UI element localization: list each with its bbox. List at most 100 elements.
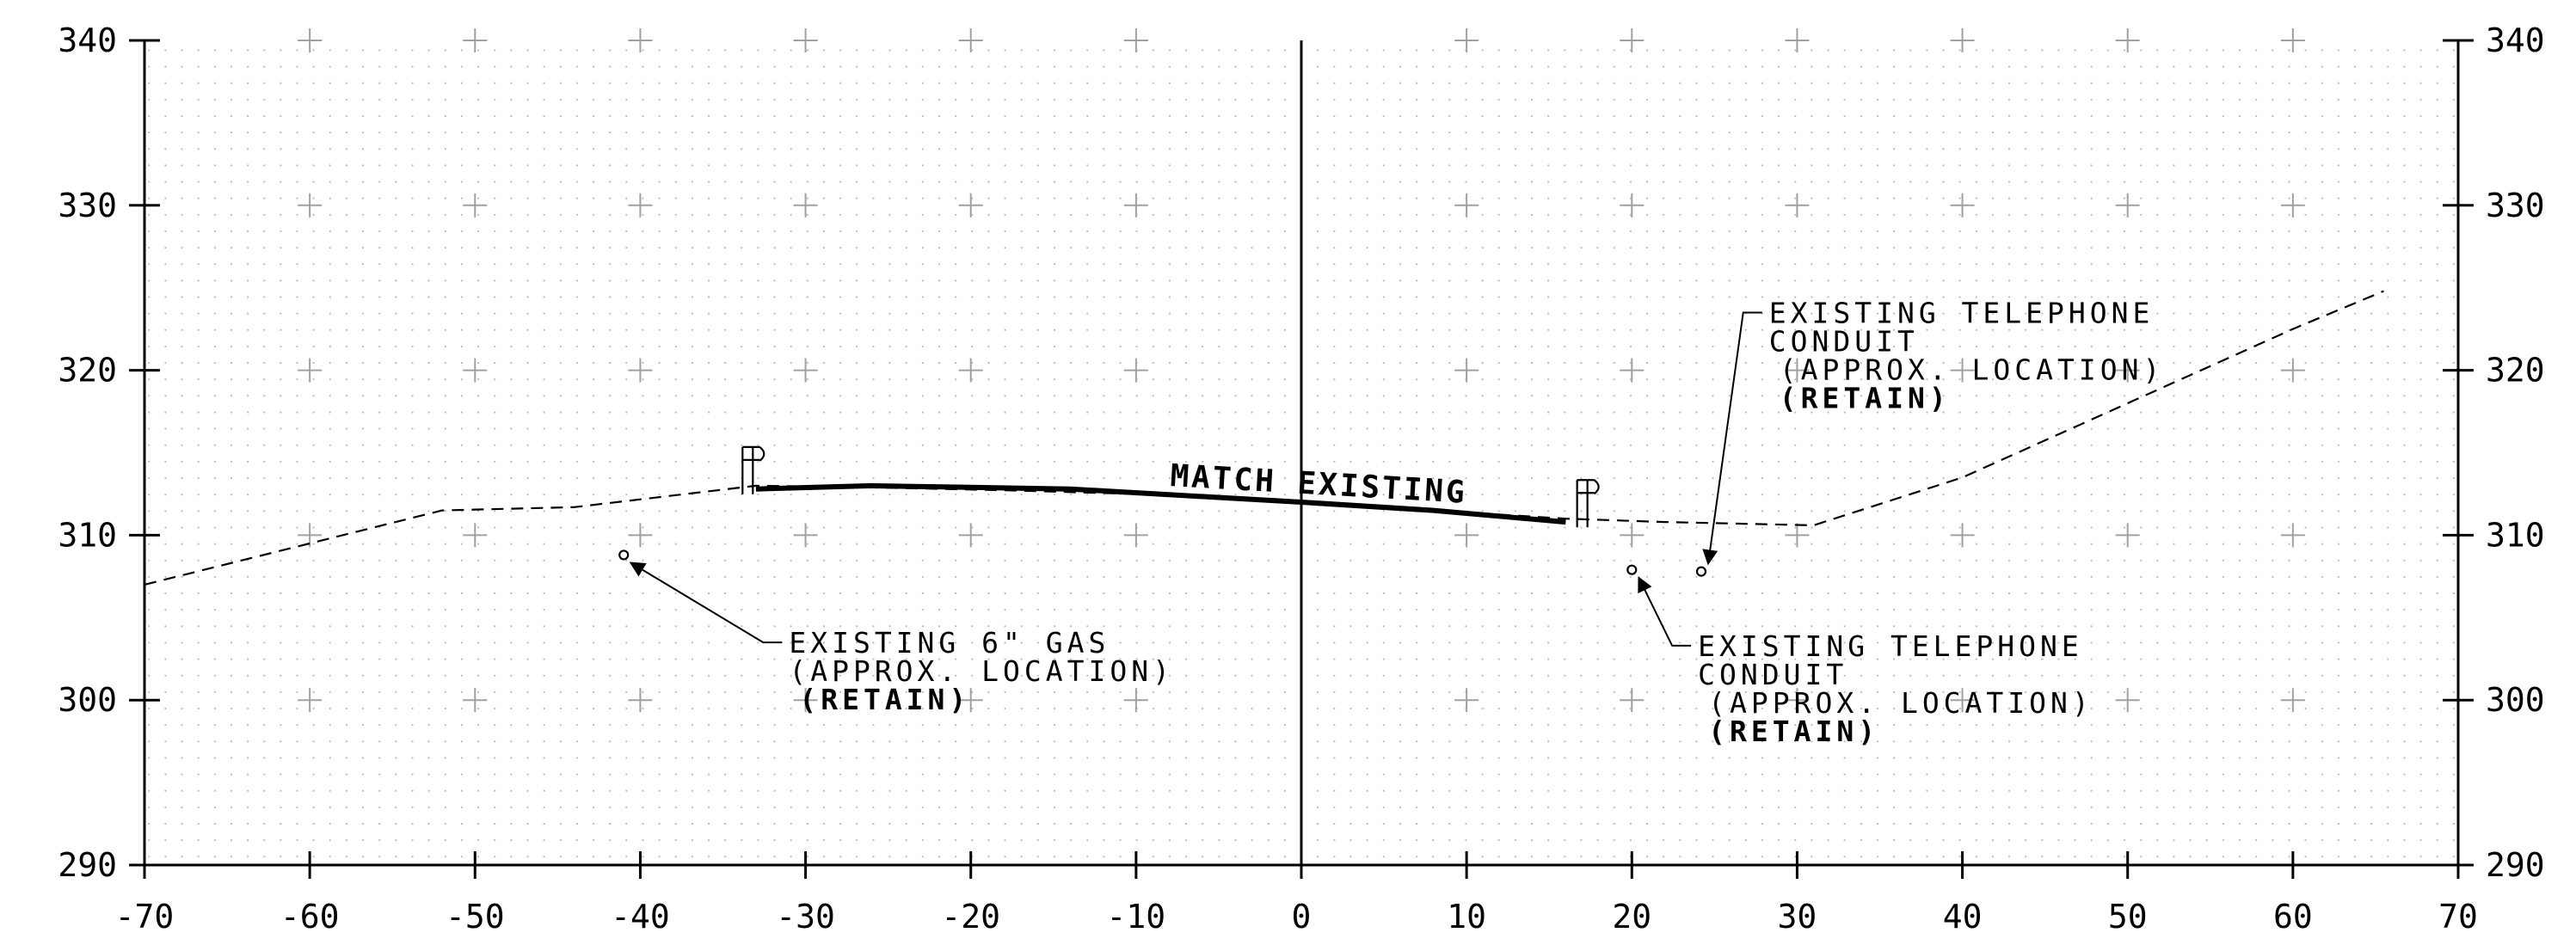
grid-cross [793,193,818,218]
leader-line [629,561,783,644]
x-tick-label: 60 [2273,898,2313,936]
utility-note-line: EXISTING TELEPHONE [1698,629,2083,663]
x-tick-label: 10 [1447,898,1486,936]
grid-cross [463,523,488,548]
x-tick-label: -20 [941,898,1000,936]
x-tick-label: -70 [115,898,175,936]
leader-line [1702,311,1762,566]
grid-cross [1620,358,1645,383]
grid-cross [793,523,818,548]
grid-cross [1454,28,1479,52]
x-tick-label: -10 [1107,898,1166,936]
grid-cross [298,523,323,548]
utility-point [618,549,630,561]
y-tick-label-right: 330 [2486,187,2545,224]
utility-note-line: EXISTING TELEPHONE [1769,296,2155,329]
grid-cross [1123,688,1148,713]
grid-cross [298,28,323,52]
utility-gas: EXISTING 6" GAS(APPROX. LOCATION)(RETAIN… [618,549,1174,716]
grid-cross [2115,193,2140,218]
grid-cross [463,193,488,218]
grid-cross [793,688,818,713]
x-axis-ticks: -70 -60 -50 -40 -30 -20 -10 0 10 20 30 40 50 60 70 [115,851,2478,936]
grid-cross [1123,193,1148,218]
grid-cross [628,688,653,713]
y-tick-label-right: 290 [2486,846,2545,884]
grid-cross [958,193,983,218]
utility-note-line: (APPROX. LOCATION) [1780,353,2165,386]
grid-cross [1950,28,1975,52]
utility-note-line: (RETAIN) [799,683,970,716]
x-tick-label: 20 [1612,898,1651,936]
y-tick-label-right: 310 [2486,516,2545,554]
x-tick-label: 0 [1292,898,1312,936]
proposed-grade-line [755,482,1566,525]
leader-line [1638,576,1692,647]
grid-cross [1950,523,1975,548]
x-tick-label: 70 [2438,898,2478,936]
grid-cross [298,358,323,383]
y-tick-label-left: 290 [58,846,117,884]
grid-cross [1950,193,1975,218]
y-tick-label-right: 300 [2486,681,2545,719]
grid-cross [298,193,323,218]
y-tick-label-left: 320 [58,352,117,390]
grid-cross [628,193,653,218]
grid-cross [2280,358,2305,383]
grid-cross [2280,28,2305,52]
y-axis-ticks-left: 290 300 310 320 330 340 [58,21,160,884]
utility-note-line: EXISTING 6" GAS [789,626,1110,660]
utility-point [1695,566,1707,577]
grid-cross [1123,523,1148,548]
grid-cross [1620,688,1645,713]
y-tick-label-left: 310 [58,516,117,554]
grid-cross [1785,358,1810,383]
y-tick-label-left: 340 [58,21,117,59]
grid-cross [1123,358,1148,383]
y-tick-label-left: 330 [58,187,117,224]
right-end-marker [1576,479,1600,528]
x-tick-label: -30 [776,898,835,936]
x-tick-label: -40 [611,898,670,936]
utility-note-line: (APPROX. LOCATION) [1708,686,2093,720]
grid-cross [2115,28,2140,52]
grid-cross [1785,688,1810,713]
grid-cross [1620,193,1645,218]
x-tick-label: 50 [2108,898,2148,936]
y-tick-label-right: 340 [2486,21,2545,59]
grid-cross [1950,688,1975,713]
grid-cross [628,28,653,52]
grid-cross [463,28,488,52]
y-tick-label-right: 320 [2486,352,2545,390]
grid-cross [628,358,653,383]
grid-cross [628,523,653,548]
grid-cross [1785,523,1810,548]
utility-annotations: EXISTING 6" GAS(APPROX. LOCATION)(RETAIN… [618,296,2165,748]
grid-cross [958,358,983,383]
grid-cross [1785,28,1810,52]
x-tick-label: 30 [1778,898,1817,936]
grid-cross [1454,193,1479,218]
grid-cross [2280,193,2305,218]
utility-note-line: (APPROX. LOCATION) [789,654,1174,688]
grid-cross [958,28,983,52]
grid-cross [1620,28,1645,52]
grid-crosses [298,28,2305,713]
grid-cross [1950,358,1975,383]
grid-cross [793,28,818,52]
x-tick-label: 40 [1943,898,1983,936]
utility-point [1626,564,1638,575]
x-tick-label: -50 [446,898,505,936]
grid-cross [298,688,323,713]
grid-cross [2280,688,2305,713]
grid-cross [2115,358,2140,383]
grid-cross [1454,523,1479,548]
grid-cross [2115,688,2140,713]
grid-cross [958,523,983,548]
utility-note-line: CONDUIT [1769,324,1919,358]
grid-cross [463,358,488,383]
grid-cross [1620,523,1645,548]
grid-cross [1454,358,1479,383]
